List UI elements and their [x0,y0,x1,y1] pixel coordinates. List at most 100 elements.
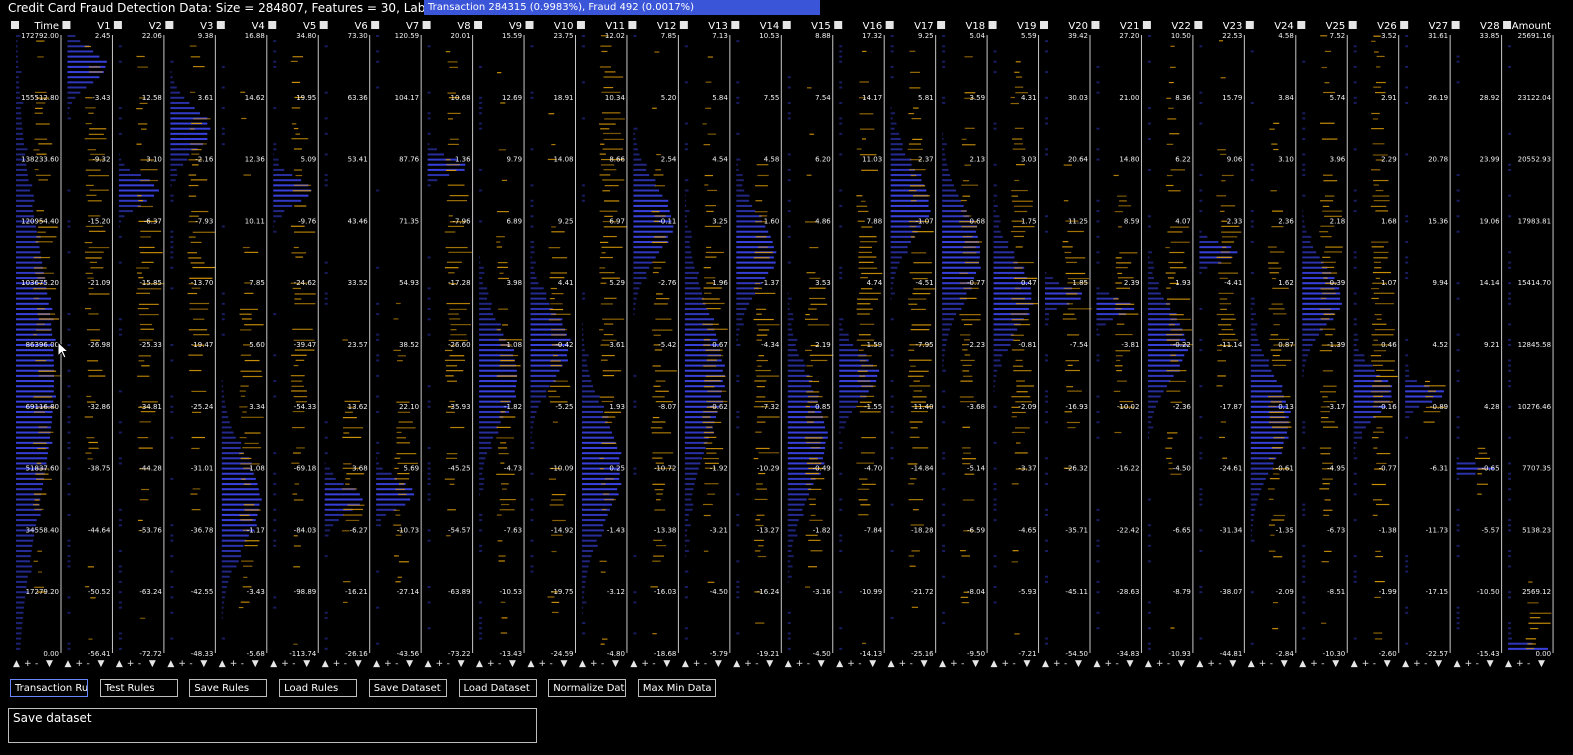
plus-icon[interactable]: + [1259,659,1267,669]
minus-icon[interactable]: - [858,659,861,669]
down-arrow-icon[interactable]: ▼ [1384,659,1391,669]
axis-checkbox-icon[interactable] [937,21,946,29]
axis-v25[interactable]: V257.525.743.962.180.39-1.39-3.17-4.95-6… [1297,21,1348,669]
axis-checkbox-icon[interactable] [525,21,534,29]
plus-icon[interactable]: + [744,659,752,669]
down-arrow-icon[interactable]: ▼ [1487,659,1494,669]
minus-icon[interactable]: - [189,659,192,669]
minus-icon[interactable]: - [344,659,347,669]
axis-v21[interactable]: V2127.2021.0014.808.592.39-3.81-10.02-16… [1091,21,1142,669]
plus-icon[interactable]: + [384,659,392,669]
plus-icon[interactable]: + [1002,659,1010,669]
up-arrow-icon[interactable]: ▲ [1093,659,1100,669]
up-arrow-icon[interactable]: ▲ [888,659,895,669]
axis-checkbox-icon[interactable] [1194,21,1203,29]
minus-icon[interactable]: - [1013,659,1016,669]
down-arrow-icon[interactable]: ▼ [1538,659,1545,669]
axis-v28[interactable]: V2833.8528.9223.9919.0614.149.214.28-0.6… [1451,21,1503,669]
up-arrow-icon[interactable]: ▲ [1042,659,1049,669]
axis-checkbox-icon[interactable] [165,21,174,29]
minus-icon[interactable]: - [1424,659,1427,669]
up-arrow-icon[interactable]: ▲ [1351,659,1358,669]
minus-icon[interactable]: - [1527,659,1530,669]
axis-checkbox-icon[interactable] [679,21,688,29]
down-arrow-icon[interactable]: ▼ [355,659,362,669]
plus-icon[interactable]: + [1310,659,1318,669]
save-rules-button[interactable]: Save Rules [189,679,268,697]
axis-checkbox-icon[interactable] [731,21,740,29]
minus-icon[interactable]: - [652,659,655,669]
axis-v26[interactable]: V263.522.912.291.681.070.46-0.16-0.77-1.… [1348,21,1400,669]
down-arrow-icon[interactable]: ▼ [612,659,619,669]
down-arrow-icon[interactable]: ▼ [561,659,568,669]
down-arrow-icon[interactable]: ▼ [1229,659,1236,669]
axis-checkbox-icon[interactable] [1348,21,1357,29]
minus-icon[interactable]: - [961,659,964,669]
axis-time[interactable]: Time172792.00155512.80138233.60120954.40… [11,21,62,669]
plus-icon[interactable]: + [590,659,598,669]
minus-icon[interactable]: - [498,659,501,669]
axis-v8[interactable]: V820.0110.681.36-7.96-17.28-26.60-35.93-… [422,21,474,669]
up-arrow-icon[interactable]: ▲ [322,659,329,669]
axis-checkbox-icon[interactable] [1400,21,1409,29]
minus-icon[interactable]: - [755,659,758,669]
plus-icon[interactable]: + [641,659,649,669]
axis-checkbox-icon[interactable] [1040,21,1048,29]
down-arrow-icon[interactable]: ▼ [869,659,876,669]
axis-v7[interactable]: V7120.59104.1787.7671.3554.9338.5222.105… [371,21,422,669]
axis-checkbox-icon[interactable] [885,21,894,29]
axis-checkbox-icon[interactable] [1503,21,1512,29]
plus-icon[interactable]: + [1362,659,1370,669]
axis-v18[interactable]: V185.043.592.130.68-0.77-2.23-3.68-5.14-… [937,21,988,669]
minus-icon[interactable]: - [1476,659,1479,669]
up-arrow-icon[interactable]: ▲ [373,659,380,669]
axis-checkbox-icon[interactable] [371,21,380,29]
up-arrow-icon[interactable]: ▲ [270,659,277,669]
up-arrow-icon[interactable]: ▲ [13,659,20,669]
axis-checkbox-icon[interactable] [834,21,843,29]
plus-icon[interactable]: + [796,659,804,669]
axis-v12[interactable]: V127.855.202.54-0.11-2.76-5.42-8.07-10.7… [628,21,679,669]
plus-icon[interactable]: + [1104,659,1112,669]
down-arrow-icon[interactable]: ▼ [458,659,465,669]
axis-checkbox-icon[interactable] [1297,21,1306,29]
up-arrow-icon[interactable]: ▲ [733,659,740,669]
down-arrow-icon[interactable]: ▼ [46,659,53,669]
down-arrow-icon[interactable]: ▼ [252,659,259,669]
load-rules-button[interactable]: Load Rules [279,679,358,697]
plus-icon[interactable]: + [539,659,547,669]
up-arrow-icon[interactable]: ▲ [1248,659,1255,669]
minus-icon[interactable]: - [1115,659,1118,669]
up-arrow-icon[interactable]: ▲ [476,659,483,669]
down-arrow-icon[interactable]: ▼ [97,659,104,669]
axis-checkbox-icon[interactable] [1451,21,1460,29]
plus-icon[interactable]: + [1413,659,1421,669]
up-arrow-icon[interactable]: ▲ [1145,659,1152,669]
axis-checkbox-icon[interactable] [1091,21,1100,29]
down-arrow-icon[interactable]: ▼ [1332,659,1339,669]
plus-icon[interactable]: + [487,659,495,669]
transaction-rule-1-button[interactable]: Transaction Rule 1 [10,679,88,697]
axis-v3[interactable]: V39.383.61-2.16-7.93-13.70-19.47-25.24-3… [165,21,216,669]
message-box[interactable]: Save dataset [8,708,537,743]
axis-v23[interactable]: V2322.5315.799.062.33-4.41-11.14-17.87-2… [1194,21,1245,669]
minus-icon[interactable]: - [241,659,244,669]
up-arrow-icon[interactable]: ▲ [836,659,843,669]
axis-v17[interactable]: V179.255.812.37-1.07-4.51-7.95-11.40-14.… [885,21,937,669]
plus-icon[interactable]: + [693,659,701,669]
up-arrow-icon[interactable]: ▲ [1299,659,1306,669]
minus-icon[interactable]: - [1218,659,1221,669]
axis-checkbox-icon[interactable] [1245,21,1254,29]
save-dataset-button[interactable]: Save Dataset [368,679,447,697]
up-arrow-icon[interactable]: ▲ [167,659,174,669]
axis-checkbox-icon[interactable] [988,21,997,29]
minus-icon[interactable]: - [138,659,141,669]
axis-v2[interactable]: V222.0612.583.10-6.37-15.85-25.33-34.81-… [113,21,165,669]
plus-icon[interactable]: + [24,659,32,669]
minus-icon[interactable]: - [910,659,913,669]
axis-checkbox-icon[interactable] [62,21,71,29]
axis-v19[interactable]: V195.594.313.031.750.47-0.81-2.09-3.37-4… [988,21,1040,669]
minus-icon[interactable]: - [395,659,398,669]
minus-icon[interactable]: - [1064,659,1067,669]
down-arrow-icon[interactable]: ▼ [1075,659,1082,669]
